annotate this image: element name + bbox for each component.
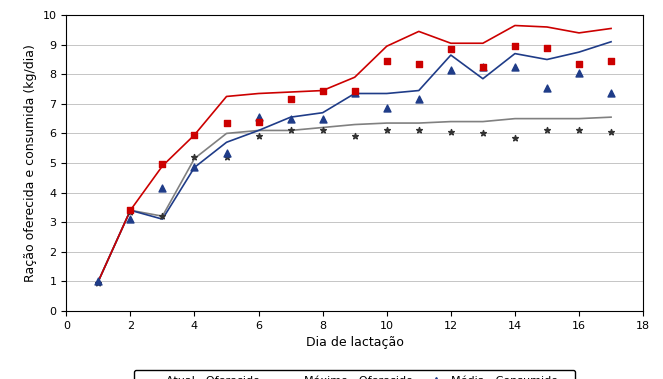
Point xyxy=(221,154,232,160)
Point xyxy=(446,129,456,135)
Point xyxy=(542,85,552,91)
Point xyxy=(573,61,584,67)
Point xyxy=(285,116,296,122)
Point xyxy=(221,150,232,156)
Point xyxy=(93,278,103,284)
Point xyxy=(542,127,552,133)
Point xyxy=(189,154,200,160)
Point xyxy=(253,114,264,120)
Point xyxy=(606,58,617,64)
Point xyxy=(381,105,392,111)
Point xyxy=(157,161,168,168)
Point xyxy=(125,216,136,222)
Point xyxy=(477,64,488,70)
Point xyxy=(477,130,488,136)
Point xyxy=(221,120,232,126)
Point xyxy=(93,280,103,286)
Point xyxy=(253,119,264,125)
Point xyxy=(510,43,520,49)
Point xyxy=(414,127,424,133)
X-axis label: Dia de lactação: Dia de lactação xyxy=(306,336,404,349)
Point xyxy=(414,61,424,67)
Point xyxy=(318,116,328,122)
Point xyxy=(414,96,424,102)
Point xyxy=(477,64,488,70)
Point xyxy=(189,164,200,171)
Point xyxy=(606,91,617,97)
Point xyxy=(573,70,584,76)
Point xyxy=(318,88,328,94)
Point xyxy=(510,64,520,70)
Point xyxy=(189,132,200,138)
Point xyxy=(606,129,617,135)
Point xyxy=(446,67,456,73)
Point xyxy=(157,213,168,219)
Point xyxy=(125,209,136,215)
Point xyxy=(349,133,360,139)
Point xyxy=(381,58,392,64)
Point xyxy=(285,127,296,133)
Point xyxy=(349,88,360,94)
Legend: Atual - Oferecido, Média - Oferecido, Máximo - Oferecido, Atual - Consumido, Méd: Atual - Oferecido, Média - Oferecido, Má… xyxy=(134,370,575,379)
Point xyxy=(285,96,296,102)
Point xyxy=(125,207,136,213)
Point xyxy=(573,127,584,133)
Point xyxy=(157,185,168,191)
Point xyxy=(381,127,392,133)
Point xyxy=(446,46,456,52)
Point xyxy=(253,133,264,139)
Point xyxy=(542,45,552,51)
Point xyxy=(318,127,328,133)
Y-axis label: Ração oferecida e consumida (kg/dia): Ração oferecida e consumida (kg/dia) xyxy=(24,44,37,282)
Point xyxy=(510,135,520,141)
Point xyxy=(349,91,360,97)
